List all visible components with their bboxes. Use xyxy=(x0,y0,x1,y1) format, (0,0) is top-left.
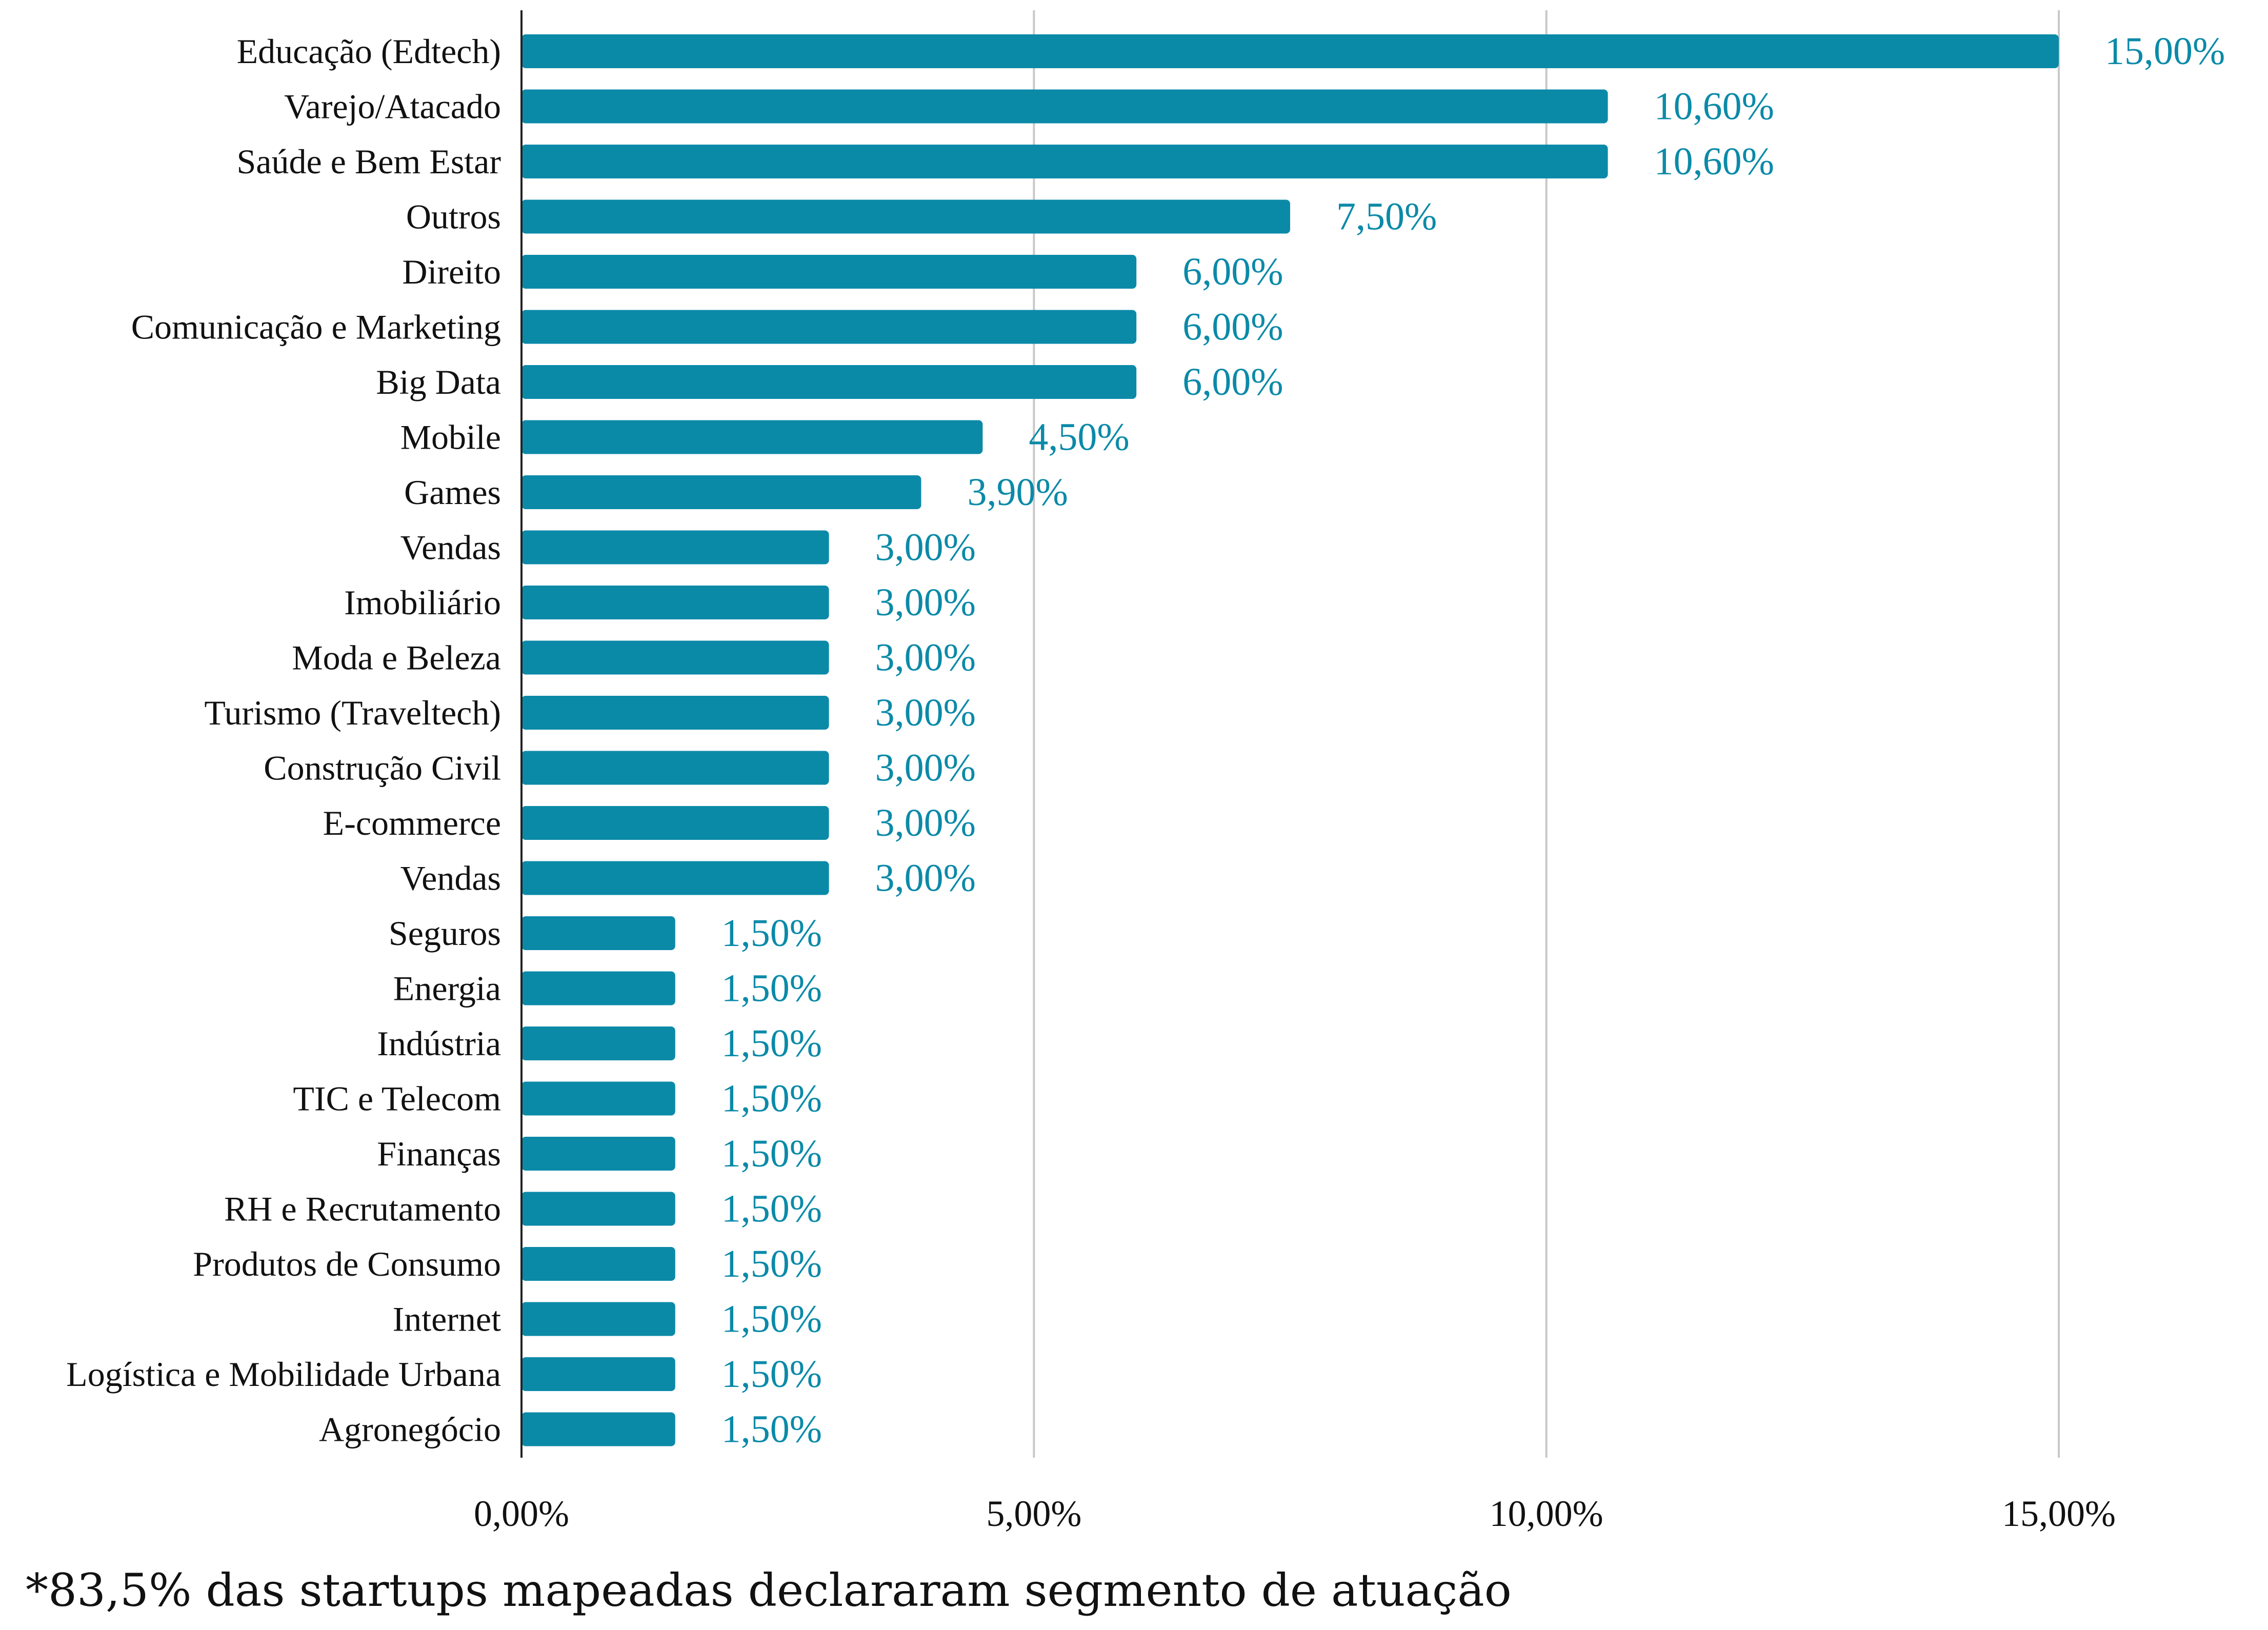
category-label: E-commerce xyxy=(323,803,501,842)
data-label: 3,00% xyxy=(875,747,976,790)
category-label: Indústria xyxy=(377,1024,501,1063)
footnote: *83,5% das startups mapeadas declararam … xyxy=(26,1564,1512,1617)
category-label: Imobiliário xyxy=(344,583,501,622)
category-label: Moda e Beleza xyxy=(292,638,501,677)
data-label: 3,00% xyxy=(875,636,976,679)
category-label: Vendas xyxy=(400,528,501,567)
data-label: 15,00% xyxy=(2105,30,2225,73)
category-label: Logística e Mobilidade Urbana xyxy=(66,1355,501,1394)
category-label: Direito xyxy=(402,252,501,291)
category-labels: Educação (Edtech) Varejo/Atacado Saúde e B… xyxy=(66,32,501,1449)
data-label: 3,90% xyxy=(967,471,1068,514)
category-label: Educação (Edtech) xyxy=(237,32,501,71)
bar xyxy=(521,89,1608,124)
gridlines xyxy=(1033,10,2060,1458)
bar xyxy=(521,696,829,730)
data-label: 1,50% xyxy=(721,1408,822,1451)
category-label: Construção Civil xyxy=(264,749,501,788)
data-label: 3,00% xyxy=(875,801,976,844)
category-label: Varejo/Atacado xyxy=(284,87,501,126)
data-label: 1,50% xyxy=(721,1132,822,1175)
bar xyxy=(521,806,829,840)
data-label: 10,60% xyxy=(1654,85,1774,128)
x-tick-label: 0,00% xyxy=(474,1493,569,1534)
category-label: Turismo (Traveltech) xyxy=(204,693,501,732)
bar xyxy=(521,365,1137,399)
bar xyxy=(521,1412,675,1446)
data-label: 4,50% xyxy=(1029,416,1129,459)
data-label: 7,50% xyxy=(1336,195,1437,238)
category-label: Games xyxy=(404,473,501,512)
bar xyxy=(521,586,829,619)
category-label: TIC e Telecom xyxy=(293,1079,501,1118)
category-label: Seguros xyxy=(389,914,501,953)
data-label: 6,00% xyxy=(1182,360,1283,404)
category-label: Comunicação e Marketing xyxy=(131,308,501,347)
data-label: 6,00% xyxy=(1182,250,1283,293)
x-tick-label: 10,00% xyxy=(1490,1493,1603,1534)
data-label: 1,50% xyxy=(721,967,822,1010)
data-label: 1,50% xyxy=(721,1242,822,1285)
bar xyxy=(521,420,983,454)
bar xyxy=(521,1192,675,1226)
bar xyxy=(521,1302,675,1336)
bar xyxy=(521,751,829,785)
data-label: 1,50% xyxy=(721,1077,822,1120)
bar xyxy=(521,34,2059,68)
bar xyxy=(521,971,675,1005)
data-label: 1,50% xyxy=(721,1298,822,1341)
category-label: RH e Recrutamento xyxy=(224,1190,501,1229)
bar xyxy=(521,861,829,895)
category-label: Internet xyxy=(393,1300,501,1339)
bar xyxy=(521,145,1608,178)
value-labels: 15,00% 10,60% 10,60% 7,50% 6,00% 6,00% 6,00% 4,… xyxy=(721,30,2225,1451)
data-label: 3,00% xyxy=(875,857,976,900)
data-label: 3,00% xyxy=(875,691,976,734)
x-tick-label: 15,00% xyxy=(2002,1493,2116,1534)
data-label: 1,50% xyxy=(721,1353,822,1396)
category-label: Outros xyxy=(406,197,501,236)
data-label: 3,00% xyxy=(875,581,976,624)
data-label: 10,60% xyxy=(1654,140,1774,183)
category-label: Finanças xyxy=(377,1134,501,1173)
category-label: Energia xyxy=(393,969,501,1008)
data-label: 3,00% xyxy=(875,526,976,569)
bar xyxy=(521,640,829,675)
data-label: 1,50% xyxy=(721,912,822,955)
bars xyxy=(521,34,2059,1446)
x-axis-tick-labels: 0,00% 5,00% 10,00% 15,00% xyxy=(474,1493,2116,1534)
bar xyxy=(521,1357,675,1391)
bar xyxy=(521,530,829,565)
category-label: Big Data xyxy=(376,363,501,401)
bar xyxy=(521,1247,675,1281)
bar xyxy=(521,310,1137,344)
category-label: Saúde e Bem Estar xyxy=(236,142,501,181)
category-label: Produtos de Consumo xyxy=(193,1244,501,1283)
data-label: 1,50% xyxy=(721,1022,822,1065)
bar xyxy=(521,1081,675,1116)
x-tick-label: 5,00% xyxy=(986,1493,1081,1534)
category-label: Mobile xyxy=(400,418,501,457)
category-label: Agronegócio xyxy=(319,1410,501,1449)
data-label: 6,00% xyxy=(1182,306,1283,349)
category-label: Vendas xyxy=(400,859,501,898)
bar xyxy=(521,916,675,950)
bar xyxy=(521,1137,675,1171)
data-label: 1,50% xyxy=(721,1188,822,1231)
bar xyxy=(521,475,921,509)
bar xyxy=(521,255,1137,289)
bar xyxy=(521,199,1290,234)
bar xyxy=(521,1027,675,1060)
